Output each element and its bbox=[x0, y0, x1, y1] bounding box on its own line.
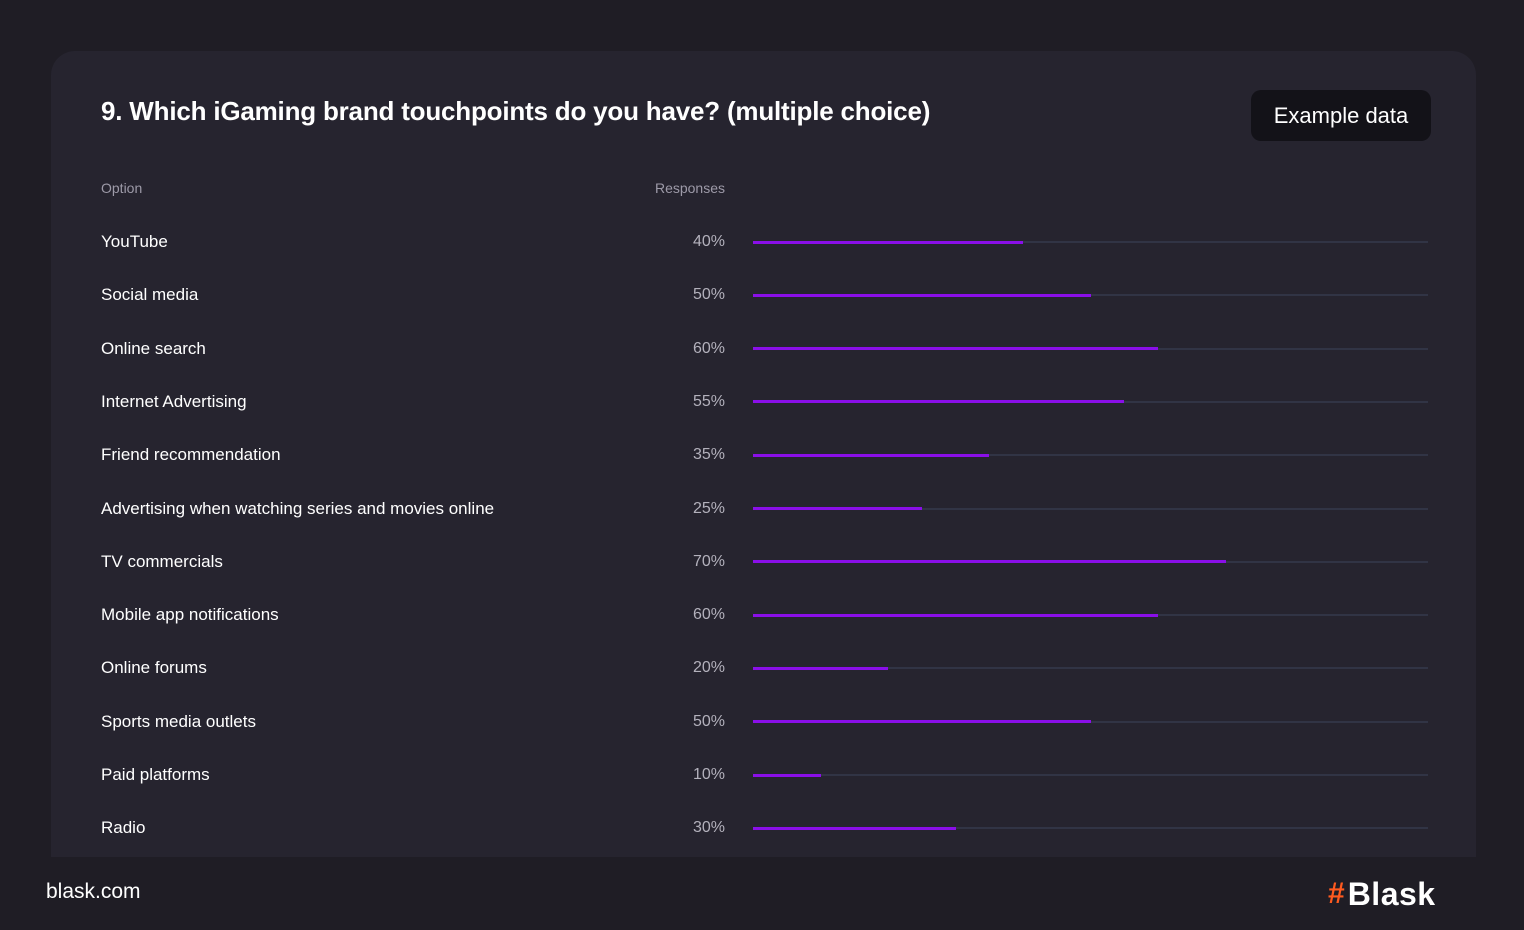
bar-track bbox=[753, 453, 1428, 457]
value-label: 40% bbox=[692, 233, 725, 250]
category-label: Social media bbox=[101, 285, 199, 305]
bar-fill bbox=[753, 560, 1226, 564]
category-label: Internet Advertising bbox=[101, 391, 247, 411]
logo-wordmark: Blask bbox=[1347, 876, 1436, 912]
option-column-header: Option bbox=[101, 180, 143, 196]
example-data-badge: Example data bbox=[1251, 90, 1431, 141]
value-label: 55% bbox=[692, 392, 725, 410]
bar-track bbox=[753, 507, 1428, 510]
hash-icon: # bbox=[1328, 877, 1345, 910]
category-label: Radio bbox=[101, 818, 146, 838]
bar-fill bbox=[753, 826, 956, 830]
bar-fill bbox=[753, 240, 1023, 244]
value-label: 50% bbox=[692, 712, 725, 730]
bar-track bbox=[753, 400, 1428, 404]
bar-track bbox=[753, 240, 1428, 244]
value-label: 30% bbox=[692, 819, 725, 837]
bar-track bbox=[753, 666, 1428, 670]
bar-fill bbox=[753, 453, 990, 457]
chart-title: 9. Which iGaming brand touchpoints do yo… bbox=[101, 96, 931, 126]
category-label: Online search bbox=[101, 338, 206, 358]
bar-fill bbox=[753, 666, 888, 670]
bar-fill bbox=[753, 507, 922, 510]
category-label: Paid platforms bbox=[101, 765, 210, 784]
value-label: 50% bbox=[692, 286, 725, 304]
category-label: YouTube bbox=[101, 232, 168, 251]
category-label: Mobile app notifications bbox=[101, 605, 279, 625]
bar-row: Mobile app notifications 60% bbox=[51, 600, 1476, 630]
value-label: 70% bbox=[692, 552, 725, 570]
bar-track bbox=[753, 293, 1428, 297]
category-label: Sports media outlets bbox=[101, 711, 256, 731]
value-label: 25% bbox=[692, 499, 725, 517]
bar-row: Friend recommendation 35% bbox=[51, 440, 1476, 470]
value-label: 10% bbox=[692, 766, 725, 783]
bar-track bbox=[753, 720, 1428, 724]
bar-row: YouTube 40% bbox=[51, 227, 1476, 257]
bar-fill bbox=[753, 720, 1091, 724]
bar-row: Sports media outlets 50% bbox=[51, 707, 1476, 737]
category-label: TV commercials bbox=[101, 551, 223, 571]
bar-fill bbox=[753, 347, 1158, 351]
bar-row: Social media 50% bbox=[51, 280, 1476, 310]
responses-column-header: Responses bbox=[654, 180, 725, 196]
category-label: Advertising when watching series and mov… bbox=[101, 498, 495, 518]
bar-fill bbox=[753, 293, 1091, 297]
category-label: Friend recommendation bbox=[101, 445, 281, 465]
bar-fill bbox=[753, 773, 821, 777]
bar-row: Advertising when watching series and mov… bbox=[51, 494, 1476, 524]
footer-url: blask.com bbox=[46, 880, 141, 903]
value-label: 35% bbox=[692, 446, 725, 464]
bar-row: TV commercials 70% bbox=[51, 547, 1476, 577]
bar-row: Paid platforms 10% bbox=[51, 760, 1476, 790]
blask-logo: # Blask bbox=[1328, 876, 1436, 912]
bar-row: Internet Advertising 55% bbox=[51, 387, 1476, 417]
bar-row: Online search 60% bbox=[51, 334, 1476, 364]
value-label: 60% bbox=[692, 339, 725, 357]
bar-track bbox=[753, 826, 1428, 830]
category-label: Online forums bbox=[101, 658, 207, 678]
value-label: 20% bbox=[692, 659, 725, 677]
value-label: 60% bbox=[692, 606, 725, 624]
bar-row: Online forums 20% bbox=[51, 653, 1476, 683]
bar-track bbox=[753, 773, 1428, 777]
bar-track bbox=[753, 560, 1428, 564]
bar-fill bbox=[753, 613, 1158, 617]
bar-fill bbox=[753, 400, 1125, 404]
bar-track bbox=[753, 613, 1428, 617]
bar-row: Radio 30% bbox=[51, 813, 1476, 843]
survey-card: 9. Which iGaming brand touchpoints do yo… bbox=[51, 51, 1476, 857]
bar-track bbox=[753, 347, 1428, 351]
